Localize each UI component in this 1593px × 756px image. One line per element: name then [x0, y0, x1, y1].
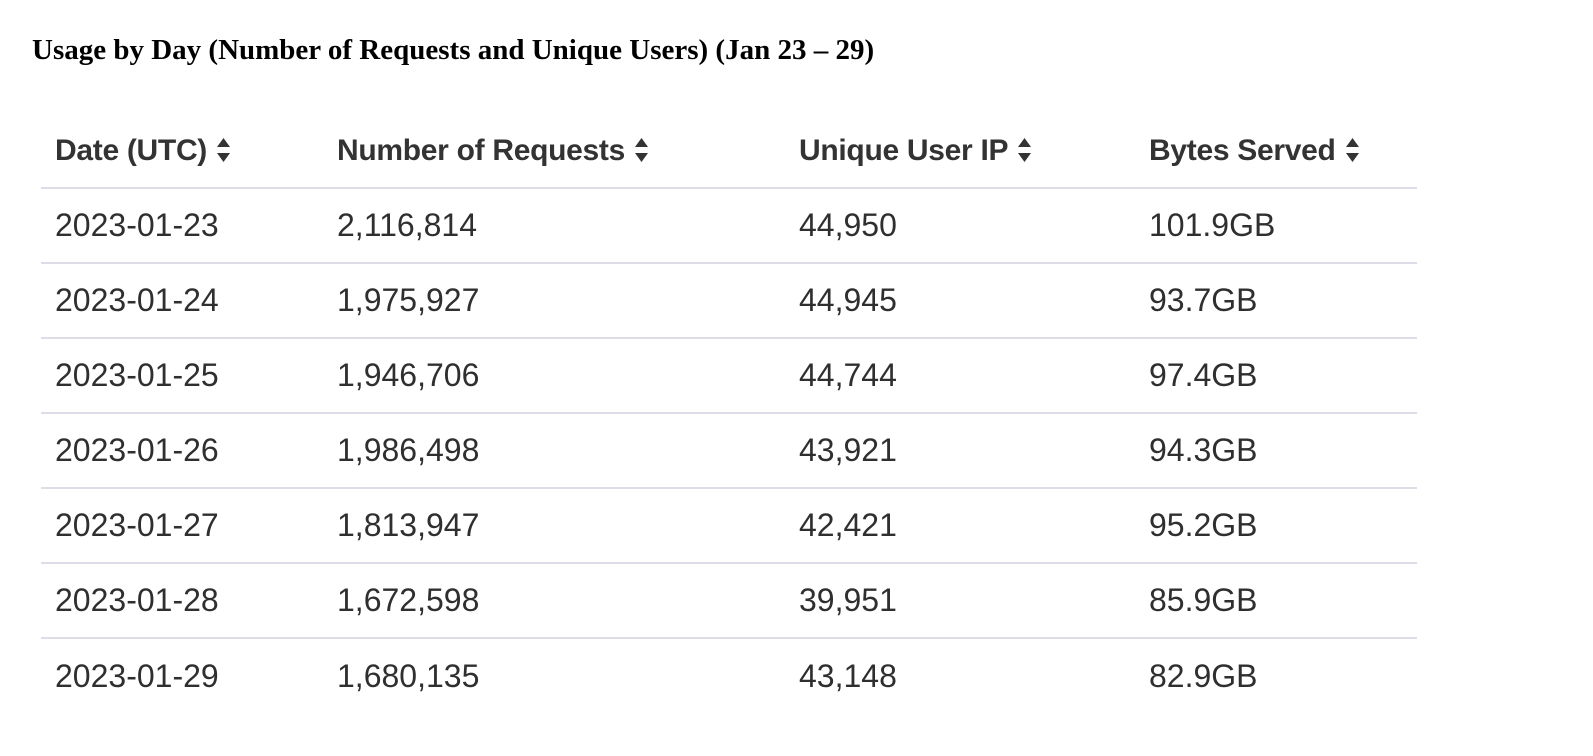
cell-requests: 1,946,706 — [323, 338, 785, 414]
cell-bytes-served: 85.9GB — [1135, 563, 1417, 639]
column-header-label: Date (UTC) — [55, 133, 207, 167]
cell-bytes-served: 94.3GB — [1135, 413, 1417, 489]
cell-requests: 1,975,927 — [323, 263, 785, 339]
cell-requests: 1,680,135 — [337, 657, 480, 694]
page-title: Usage by Day (Number of Requests and Uni… — [32, 34, 875, 66]
table-row: 2023-01-25 1,946,706 44,744 97.4GB — [41, 338, 1417, 414]
column-header-bytes-served[interactable]: Bytes Served — [1135, 114, 1417, 189]
table-header-row: Date (UTC) Number of Requests Unique Use… — [41, 114, 1417, 189]
cell-date: 2023-01-27 — [41, 488, 323, 564]
cell-unique-user-ip: 44,950 — [785, 188, 1135, 264]
table-row: 2023-01-27 1,813,947 42,421 95.2GB — [41, 488, 1417, 564]
cell-date: 2023-01-25 — [41, 338, 323, 414]
cell-requests: 1,986,498 — [323, 413, 785, 489]
cell-unique-user-ip: 43,148 — [799, 657, 897, 694]
sort-icon[interactable] — [1344, 135, 1361, 165]
cell-date: 2023-01-26 — [41, 413, 323, 489]
column-header-label: Unique User IP — [799, 133, 1009, 167]
cell-unique-user-ip: 39,951 — [785, 563, 1135, 639]
cell-unique-user-ip: 44,945 — [785, 263, 1135, 339]
usage-by-day-table: Date (UTC) Number of Requests Unique Use… — [41, 114, 1417, 713]
cell-unique-user-ip: 43,921 — [785, 413, 1135, 489]
table-row: 2023-01-23 2,116,814 44,950 101.9GB — [41, 188, 1417, 264]
column-header-label: Bytes Served — [1149, 133, 1336, 167]
cell-date: 2023-01-23 — [41, 188, 323, 264]
column-header-label: Number of Requests — [337, 133, 625, 167]
sort-icon[interactable] — [215, 135, 232, 165]
cell-bytes-served: 101.9GB — [1135, 188, 1417, 264]
cell-bytes-served: 97.4GB — [1135, 338, 1417, 414]
cell-unique-user-ip: 44,744 — [785, 338, 1135, 414]
cell-requests: 2,116,814 — [323, 188, 785, 264]
table-row: 2023-01-24 1,975,927 44,945 93.7GB — [41, 263, 1417, 339]
cell-bytes-served: 93.7GB — [1135, 263, 1417, 339]
cell-unique-user-ip: 42,421 — [785, 488, 1135, 564]
cell-date: 2023-01-24 — [41, 263, 323, 339]
cell-requests: 1,813,947 — [323, 488, 785, 564]
table-row: 2023-01-28 1,672,598 39,951 85.9GB — [41, 563, 1417, 639]
column-header-date[interactable]: Date (UTC) — [41, 114, 323, 189]
cell-requests: 1,672,598 — [323, 563, 785, 639]
cell-bytes-served: 82.9GB — [1149, 657, 1258, 694]
column-header-unique-user-ip[interactable]: Unique User IP — [785, 114, 1135, 189]
table-row: 2023-01-26 1,986,498 43,921 94.3GB — [41, 413, 1417, 489]
column-header-requests[interactable]: Number of Requests — [323, 114, 785, 189]
cell-date: 2023-01-29 — [55, 657, 219, 694]
sort-icon[interactable] — [1016, 135, 1033, 165]
table-row: 2023-01-29 1,680,135 43,148 82.9GB — [41, 638, 1417, 713]
cell-date: 2023-01-28 — [41, 563, 323, 639]
sort-icon[interactable] — [633, 135, 650, 165]
cell-bytes-served: 95.2GB — [1135, 488, 1417, 564]
